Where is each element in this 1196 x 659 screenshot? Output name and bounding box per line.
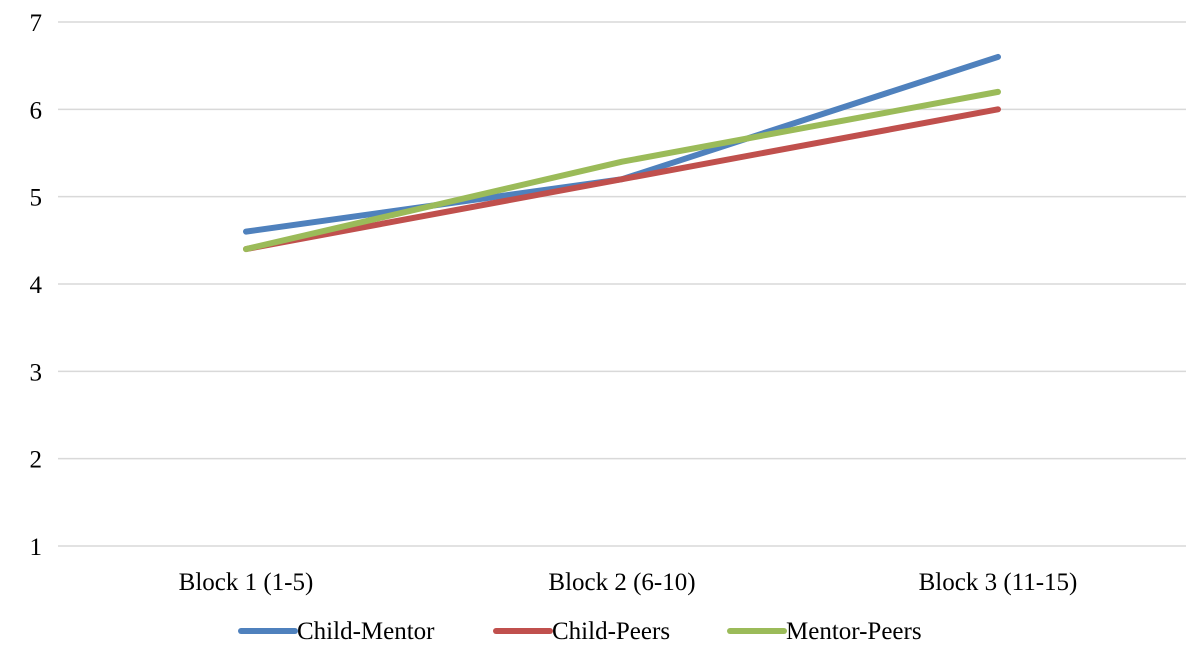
y-tick-label: 7 <box>30 10 43 37</box>
gridlines <box>58 21 1186 547</box>
y-tick-label: 2 <box>30 447 43 474</box>
x-category-label: Block 3 (11-15) <box>919 569 1078 596</box>
y-tick-label: 3 <box>30 359 43 386</box>
x-category-label: Block 2 (6-10) <box>548 569 695 596</box>
legend-label: Child-Mentor <box>297 618 435 645</box>
series-line-mentor-peers <box>243 88 1001 253</box>
y-axis-tick-labels: 1 2 3 4 5 6 7 <box>30 10 43 561</box>
y-tick-label: 5 <box>30 185 43 212</box>
series-lines <box>243 53 1001 253</box>
legend-label: Child-Peers <box>552 618 670 645</box>
legend-label: Mentor-Peers <box>786 618 922 645</box>
x-axis-category-labels: Block 1 (1-5) Block 2 (6-10) Block 3 (11-1… <box>179 569 1078 596</box>
y-tick-label: 6 <box>30 97 43 124</box>
series-line-child-mentor <box>243 53 1001 235</box>
y-tick-label: 4 <box>30 272 43 299</box>
series-line-child-peers <box>243 106 1001 253</box>
legend: Child-Mentor Child-Peers Mentor-Peers <box>238 618 922 645</box>
y-tick-label: 1 <box>30 534 43 561</box>
x-category-label: Block 1 (1-5) <box>179 569 314 596</box>
